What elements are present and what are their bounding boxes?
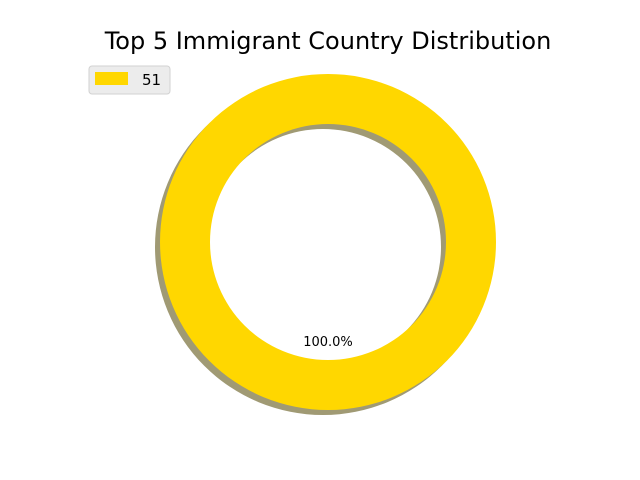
legend-label: 51 bbox=[142, 71, 161, 89]
legend: 51 bbox=[88, 65, 171, 95]
legend-swatch bbox=[95, 72, 128, 85]
donut-slice bbox=[160, 74, 496, 410]
donut-chart: 100.0% bbox=[155, 74, 496, 415]
chart-title: Top 5 Immigrant Country Distribution bbox=[104, 27, 552, 55]
slice-percent-label: 100.0% bbox=[303, 335, 353, 350]
